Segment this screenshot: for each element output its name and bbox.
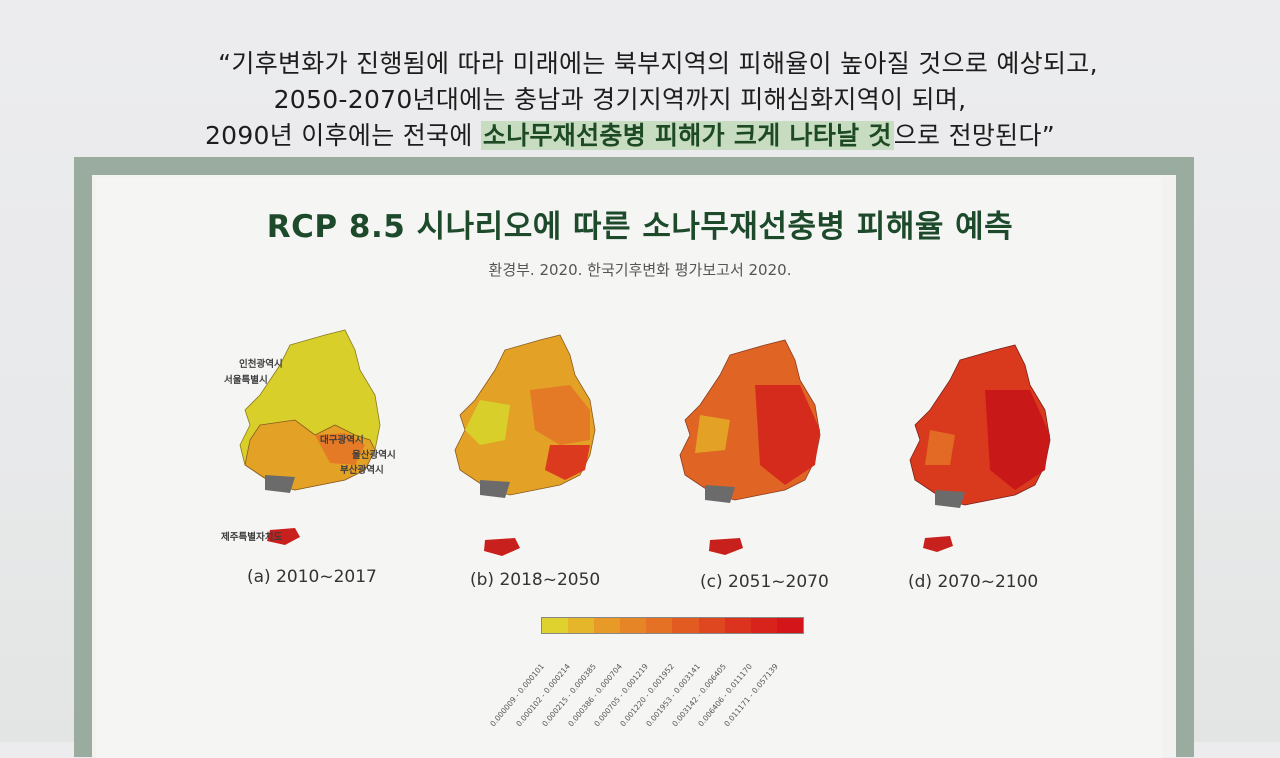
legend-swatch — [646, 618, 673, 633]
quote-highlight: 소나무재선충병 피해가 크게 나타날 것 — [480, 121, 894, 150]
legend-swatch — [698, 618, 725, 633]
place-label: 대구광역시 — [320, 435, 364, 446]
legend-swatch — [776, 618, 803, 633]
place-label: 서울특별시 — [224, 375, 268, 386]
place-label: 울산광역시 — [352, 450, 396, 461]
legend-colorbar — [541, 617, 804, 634]
legend-swatch — [568, 618, 595, 633]
place-label: 부산광역시 — [340, 465, 384, 476]
panel-label-b: (b) 2018~2050 — [470, 570, 601, 590]
quote-line-2: 2050-2070년대에는 충남과 경기지역까지 피해심화지역이 되며, — [273, 85, 967, 114]
quote-line-3-post: 으로 전망된다” — [893, 121, 1056, 150]
quote-line-1: “기후변화가 진행됨에 따라 미래에는 북부지역의 피해율이 높아질 것으로 예… — [218, 49, 1098, 78]
legend-swatch — [672, 618, 699, 633]
map-d-2070-2100 — [909, 344, 1051, 552]
legend-swatch — [750, 618, 777, 633]
panel-label-d: (d) 2070~2100 — [908, 572, 1039, 592]
legend-swatch — [594, 618, 621, 633]
quote-line-3-pre: 2090년 이후에는 전국에 — [204, 121, 481, 150]
place-label: 인천광역시 — [239, 359, 283, 370]
legend-swatch — [542, 618, 569, 633]
figure-title: RCP 8.5 시나리오에 따른 소나무재선충병 피해율 예측 — [266, 209, 1014, 245]
panel-label-a: (a) 2010~2017 — [247, 567, 377, 587]
map-c-2051-2070 — [679, 339, 821, 555]
legend-swatch — [724, 618, 751, 633]
legend-tick-labels: 0.000009 - 0.000101 0.000102 - 0.000214 … — [488, 640, 820, 730]
panel-label-c: (c) 2051~2070 — [700, 572, 829, 592]
map-a-2010-2017 — [239, 329, 381, 545]
legend-swatch — [620, 618, 647, 633]
quote-line-3: 2090년 이후에는 전국에 소나무재선충병 피해가 크게 나타날 것으로 전망… — [0, 116, 1270, 152]
place-label: 제주특별자치도 — [221, 532, 283, 543]
map-b-2018-2050 — [454, 334, 596, 556]
figure-source: 환경부. 2020. 한국기후변화 평가보고서 2020. — [488, 261, 792, 279]
